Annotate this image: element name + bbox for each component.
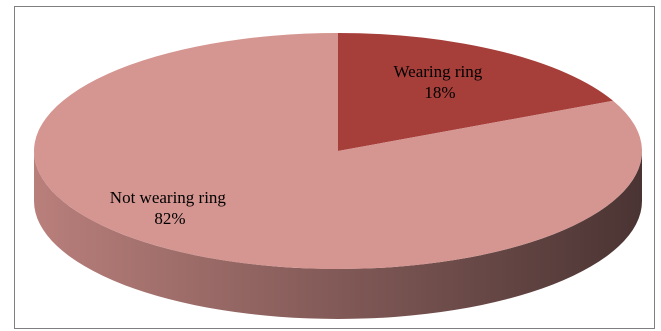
slice-value-wearing-ring: 18% [424, 83, 455, 102]
slice-name-wearing-ring: Wearing ring [393, 62, 482, 81]
slice-value-not-wearing-ring: 82% [154, 209, 185, 228]
pie-slice-not-wearing-ring[interactable] [34, 33, 643, 269]
pie-slice-wearing-ring[interactable] [338, 33, 614, 151]
pie-side-wall [34, 151, 642, 319]
slice-label-wearing-ring: Wearing ring 18% [393, 62, 486, 102]
slice-name-not-wearing-ring: Not wearing ring [110, 188, 227, 207]
slice-label-not-wearing-ring: Not wearing ring 82% [110, 188, 230, 228]
